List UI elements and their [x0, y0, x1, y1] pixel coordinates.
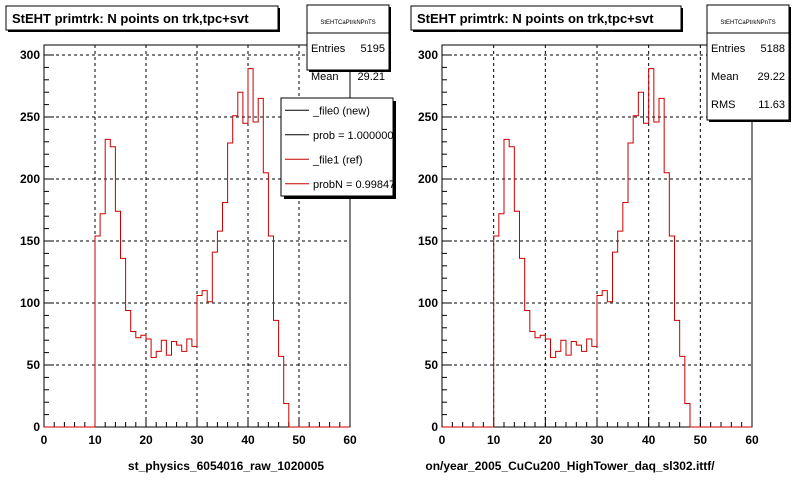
stats-value: 11.63: [758, 99, 785, 111]
legend-label: _file1 (ref): [312, 154, 363, 166]
y-tick-label: 150: [20, 234, 40, 248]
stats-value: 29.22: [757, 71, 785, 83]
y-tick-label: 250: [418, 110, 438, 124]
x-tick-label: 40: [241, 433, 255, 447]
y-tick-label: 0: [33, 420, 40, 434]
panel-2: [410, 4, 791, 428]
x-tick-label: 10: [487, 433, 501, 447]
x-axis-label: on/year_2005_CuCu200_HighTower_daq_sl302…: [425, 459, 715, 473]
stats-value: 5188: [761, 43, 785, 55]
panel-1: [5, 4, 396, 428]
title-box: [410, 5, 682, 31]
x-tick-label: 30: [190, 433, 204, 447]
stats-label: RMS: [711, 99, 735, 111]
legend-label: probN = 0.99847: [313, 179, 395, 191]
x-tick-label: 20: [139, 433, 153, 447]
stats-label: Entries: [311, 43, 346, 55]
x-tick-label: 20: [539, 433, 553, 447]
y-tick-label: 100: [20, 296, 40, 310]
stats-box: [706, 4, 790, 121]
stats-label: Mean: [311, 71, 339, 83]
x-tick-label: 40: [642, 433, 656, 447]
y-tick-label: 100: [418, 296, 438, 310]
y-tick-label: 250: [20, 110, 40, 124]
stats-box: [306, 4, 390, 71]
stats-value: 29.21: [357, 71, 385, 83]
histogram-line: [84, 68, 350, 428]
y-tick-label: 200: [20, 172, 40, 186]
legend-box: [280, 97, 394, 197]
x-tick-label: 10: [88, 433, 102, 447]
stats-name: StEHTCaPtrkNPnTS: [320, 20, 375, 26]
y-tick-label: 0: [431, 420, 438, 434]
legend-label: prob = 1.000000: [313, 130, 393, 142]
y-tick-label: 300: [20, 48, 40, 62]
stats-label: Entries: [711, 43, 746, 55]
y-tick-label: 150: [418, 234, 438, 248]
x-tick-label: 50: [292, 433, 306, 447]
y-tick-label: 50: [425, 358, 439, 372]
chart-title: StEHT primtrk: N points on trk,tpc+svt: [12, 11, 249, 26]
histogram-line: [483, 68, 752, 428]
stats-name: StEHTCaPtrkNPnTS: [720, 20, 775, 26]
x-axis-label: st_physics_6054016_raw_1020005: [128, 459, 324, 473]
stats-value: 5195: [361, 43, 385, 55]
y-tick-label: 50: [27, 358, 41, 372]
title-box: [5, 5, 279, 31]
stats-label: Mean: [711, 71, 739, 83]
x-tick-label: 60: [343, 433, 357, 447]
x-tick-label: 60: [745, 433, 759, 447]
chart-title: StEHT primtrk: N points on trk,tpc+svt: [417, 11, 654, 26]
y-tick-label: 200: [418, 172, 438, 186]
x-tick-label: 0: [41, 433, 48, 447]
x-tick-label: 0: [439, 433, 446, 447]
legend-label: _file0 (new): [312, 105, 370, 117]
x-tick-label: 30: [590, 433, 604, 447]
x-tick-label: 50: [694, 433, 708, 447]
y-tick-label: 300: [418, 48, 438, 62]
